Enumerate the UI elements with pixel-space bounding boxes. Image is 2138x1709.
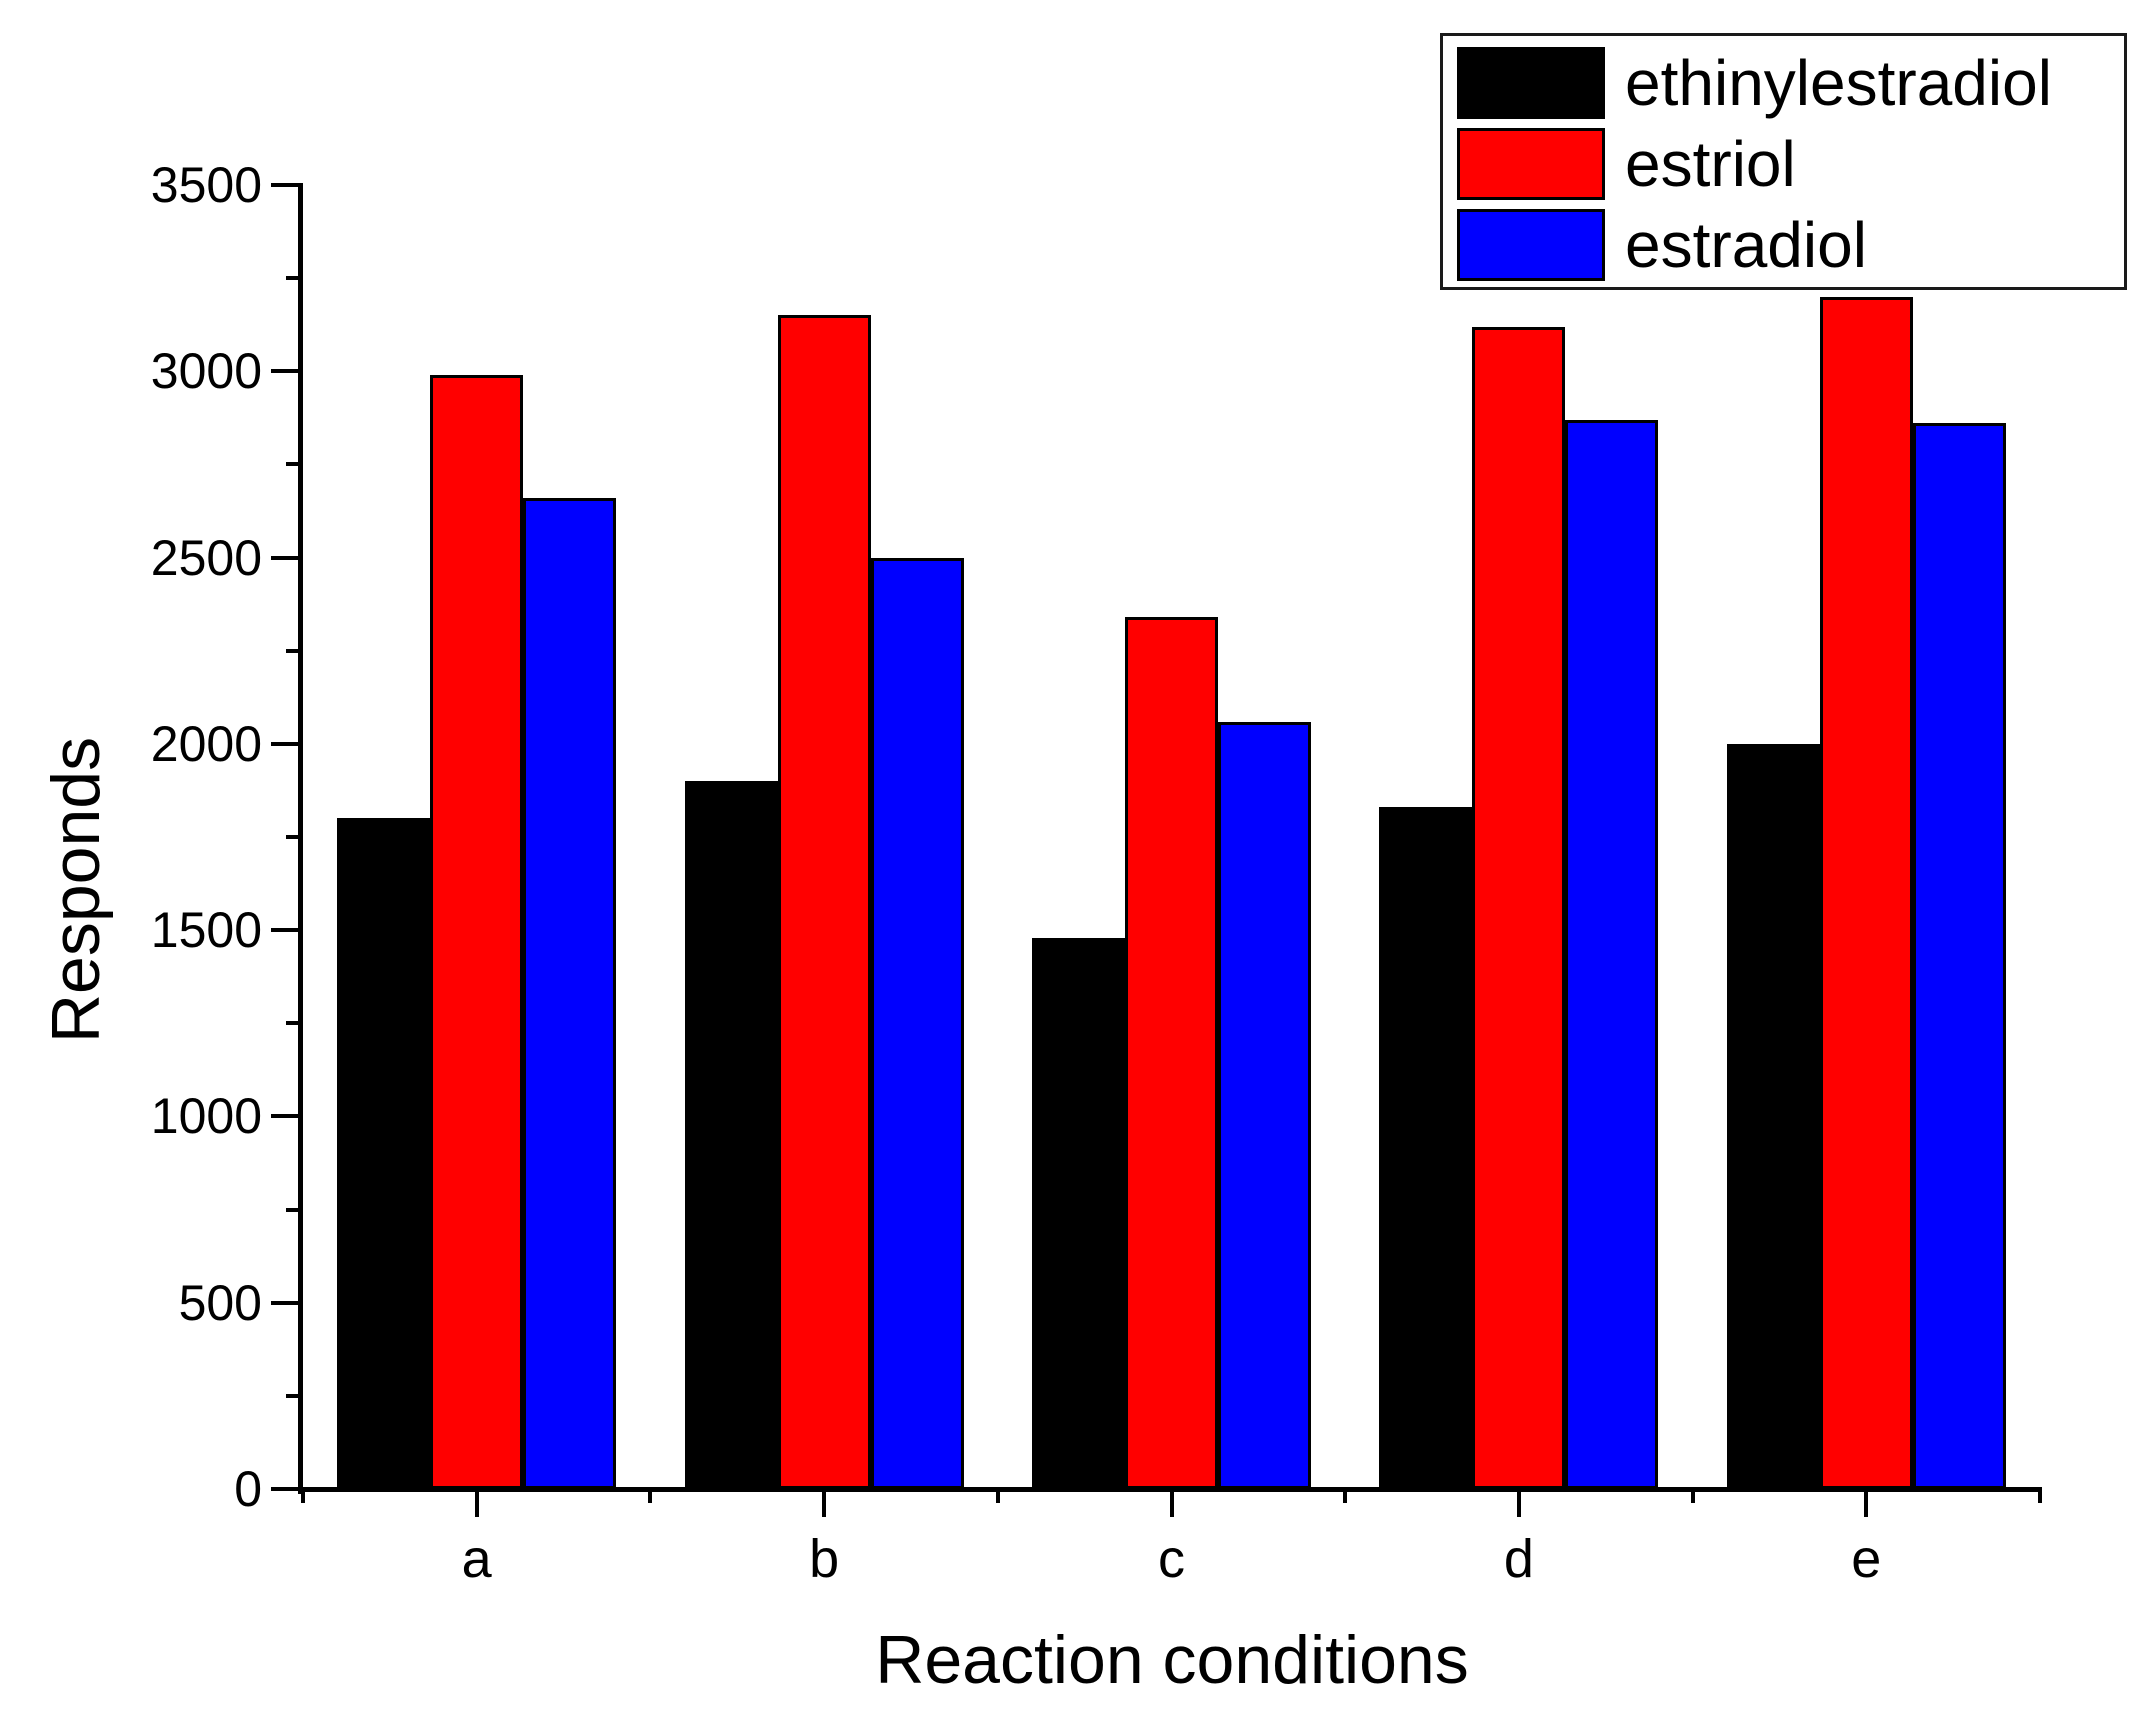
x-category-label: a (461, 1529, 492, 1589)
legend-row-estradiol: estradiol (1457, 204, 2124, 285)
y-minor-tick (286, 1021, 303, 1026)
bar-estradiol-b (870, 557, 964, 1489)
x-major-tick (822, 1489, 827, 1517)
y-major-tick (271, 741, 303, 746)
bar-estradiol-d (1565, 419, 1659, 1489)
x-category-label: e (1851, 1529, 1882, 1589)
legend-swatch-ethinylestradiol (1457, 46, 1605, 119)
x-major-tick (1516, 1489, 1521, 1517)
bar-estriol-d (1472, 326, 1566, 1489)
x-minor-tick (995, 1489, 1000, 1503)
legend-label: estradiol (1625, 208, 1867, 281)
y-axis-line (298, 183, 303, 1494)
x-category-label: b (809, 1529, 840, 1589)
bar-estriol-a (430, 375, 524, 1489)
y-major-tick (271, 1487, 303, 1491)
y-minor-tick (286, 835, 303, 839)
y-tick-label: 3000 (150, 343, 262, 400)
bar-estradiol-a (523, 497, 617, 1489)
x-major-tick (1864, 1489, 1869, 1517)
y-tick-label: 0 (234, 1461, 262, 1517)
bar-estriol-c (1125, 617, 1218, 1489)
x-category-label: d (1503, 1529, 1534, 1589)
x-axis-title: Reaction conditions (875, 1622, 1469, 1698)
legend-label: estriol (1625, 127, 1796, 200)
legend-label: ethinylestradiol (1625, 46, 2052, 119)
y-tick-label: 500 (178, 1274, 262, 1331)
legend: ethinylestradiol estriol estradiol (1440, 33, 2127, 290)
bar-estradiol-c (1218, 721, 1311, 1489)
bar-ethinylestradiol-e (1726, 743, 1820, 1489)
x-minor-tick (1343, 1489, 1348, 1503)
y-minor-tick (286, 1393, 303, 1398)
bar-estriol-b (777, 315, 871, 1489)
bar-ethinylestradiol-b (684, 781, 778, 1489)
y-major-tick (271, 555, 303, 560)
bar-ethinylestradiol-d (1379, 807, 1473, 1489)
y-minor-tick (286, 462, 303, 467)
bar-estriol-e (1819, 296, 1913, 1489)
y-tick-label: 1500 (150, 902, 262, 959)
y-tick-label: 2500 (150, 529, 262, 586)
legend-swatch-estradiol (1457, 208, 1605, 281)
x-minor-tick (301, 1489, 305, 1503)
x-minor-tick (1690, 1489, 1695, 1503)
bar-ethinylestradiol-a (337, 818, 431, 1489)
legend-row-ethinylestradiol: ethinylestradiol (1457, 42, 2124, 123)
legend-swatch-estriol (1457, 127, 1605, 200)
y-tick-label: 3500 (150, 157, 262, 213)
legend-row-estriol: estriol (1457, 123, 2124, 204)
y-tick-label: 2000 (150, 715, 262, 772)
x-major-tick (474, 1489, 479, 1517)
y-major-tick (271, 1300, 303, 1305)
y-major-tick (271, 183, 303, 187)
x-minor-tick (648, 1489, 653, 1503)
y-major-tick (271, 928, 303, 933)
y-tick-label: 1000 (150, 1088, 262, 1145)
x-category-label: c (1158, 1529, 1185, 1589)
y-minor-tick (286, 648, 303, 653)
y-major-tick (271, 369, 303, 374)
x-minor-tick (2038, 1489, 2042, 1503)
x-axis-line (298, 1487, 2042, 1492)
y-minor-tick (286, 1207, 303, 1212)
y-minor-tick (286, 276, 303, 281)
bar-ethinylestradiol-c (1032, 937, 1125, 1489)
bar-estradiol-e (1912, 423, 2006, 1489)
y-axis-title: Responds (38, 736, 114, 1044)
x-major-tick (1169, 1489, 1174, 1517)
y-major-tick (271, 1114, 303, 1119)
